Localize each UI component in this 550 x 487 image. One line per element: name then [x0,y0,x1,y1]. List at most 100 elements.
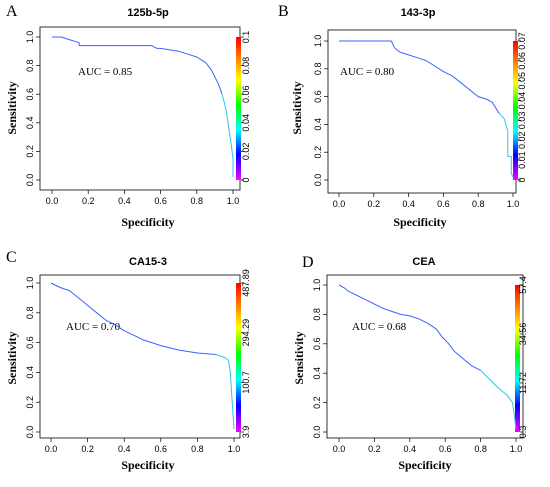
panel-letter: B [278,3,289,20]
x-tick-label: 0.0 [45,444,58,454]
y-tick-label: 1.0 [312,279,322,292]
colorbar-tick-label: 0.1 [241,31,251,44]
roc-curve-tail [221,94,234,178]
panel-letter: A [6,3,18,20]
y-axis-label: Sensitivity [290,81,304,134]
auc-annotation: AUC = 0.68 [352,321,407,333]
x-axis-label: Specificity [398,458,451,472]
y-tick-label: 0.6 [313,90,323,103]
auc-annotation: AUC = 0.70 [66,321,121,333]
x-tick-label: 1.0 [227,196,240,206]
colorbar-tick-label: 294.29 [241,319,251,347]
y-tick-label: 0.0 [25,174,35,187]
colorbar [513,41,518,180]
roc-curve-tail [215,354,235,430]
auc-annotation: AUC = 0.80 [340,66,395,78]
x-tick-label: 0.6 [154,196,167,206]
roc-curve-tail [480,369,517,430]
colorbar-tick-label: 0.03 [517,112,527,130]
y-tick-label: 0.6 [25,336,35,349]
plot-frame [326,274,524,439]
x-tick-label: 0.2 [368,199,381,209]
x-tick-label: 0.2 [81,444,94,454]
x-tick-label: 0.8 [474,444,487,454]
colorbar-tick-label: 100.7 [241,371,251,394]
roc-curve [50,282,216,355]
y-tick-label: 0.8 [25,59,35,72]
x-tick-label: 0.4 [402,199,415,209]
panel-title: 143-3p [401,7,436,19]
x-tick-label: 0.0 [333,444,346,454]
roc-panel-b: B 143-3p 0.0 0.2 0.4 0.6 0.8 1.0 0.0 0.2 0.4 0.6 0.8… [278,3,527,229]
auc-annotation: AUC = 0.85 [78,66,133,78]
x-tick-label: 0.0 [46,196,59,206]
colorbar-tick-label: 0.08 [241,57,251,75]
colorbar-tick-label: 487.89 [241,269,251,297]
plot-frame [39,26,241,191]
y-tick-label: 0.8 [312,308,322,321]
plot-frame [327,29,517,194]
x-tick-label: 0.8 [191,196,204,206]
y-tick-label: 0.6 [312,338,322,351]
y-tick-label: 1.0 [25,31,35,44]
colorbar-tick-label: 0.04 [517,92,527,110]
y-tick-label: 0.8 [25,307,35,320]
y-axis-label: Sensitivity [5,331,19,384]
x-tick-label: 0.8 [472,199,485,209]
colorbar-tick-label: 0.05 [517,72,527,90]
colorbar-tick-label: 0.02 [517,132,527,150]
colorbar-tick-label: 0.01 [517,151,527,169]
roc-panel-a: A 125b-5p 0.0 0.2 0.4 0.6 0.8 1.0 0.0 0.2 0.4 0.6 0.… [5,3,251,229]
y-tick-label: 0.2 [313,146,323,159]
y-tick-label: 0.2 [25,145,35,158]
x-tick-label: 0.6 [437,199,450,209]
roc-curve [339,40,500,114]
x-tick-label: 1.0 [228,444,241,454]
roc-panel-c: C CA15-3 0.0 0.2 0.4 0.6 0.8 1.0 0.0 0.2 0.4 0.6 0.8… [5,249,251,472]
x-tick-label: 1.0 [510,444,523,454]
y-tick-label: 1.0 [313,35,323,48]
x-axis-label: Specificity [121,215,174,229]
y-tick-label: 0.2 [312,396,322,409]
y-tick-label: 0.2 [25,396,35,409]
roc-curve [338,284,481,371]
roc-panel-d: D CEA 0.0 0.2 0.4 0.6 0.8 1.0 0.0 0.2 0.4 0.6 0.8 1.0… [292,254,528,472]
y-tick-label: 0.0 [312,426,322,439]
x-axis-label: Specificity [393,215,446,229]
roc-curve [52,36,223,95]
x-axis-label: Specificity [121,458,174,472]
roc-curve-tail [498,112,514,178]
x-tick-label: 0.0 [333,199,346,209]
y-tick-label: 0.4 [312,367,322,380]
x-tick-label: 0.6 [439,444,452,454]
colorbar-tick-label: 0.3 [518,426,528,439]
x-tick-label: 0.2 [368,444,381,454]
x-tick-label: 0.4 [118,444,131,454]
y-tick-label: 0.0 [25,426,35,439]
panel-title: 125b-5p [127,7,169,19]
plot-frame [39,274,241,439]
colorbar-tick-label: 0.02 [241,143,251,161]
y-tick-label: 0.8 [313,63,323,76]
x-tick-label: 0.2 [82,196,95,206]
colorbar-tick-label: 0 [241,177,251,182]
panel-letter: C [6,249,17,266]
colorbar [236,37,241,180]
y-tick-label: 0.0 [313,174,323,187]
y-tick-label: 0.4 [313,118,323,131]
x-tick-label: 0.4 [118,196,131,206]
colorbar-tick-label: 57.4 [518,276,528,294]
colorbar-tick-label: 34.56 [518,323,528,346]
colorbar-tick-label: 0 [517,177,527,182]
colorbar [515,285,520,432]
x-tick-label: 0.6 [155,444,168,454]
colorbar-tick-label: 3.9 [241,426,251,439]
x-tick-label: 1.0 [507,199,520,209]
y-tick-label: 1.0 [25,277,35,290]
y-tick-label: 0.6 [25,88,35,101]
x-tick-label: 0.8 [191,444,204,454]
panel-letter: D [302,254,314,271]
colorbar [236,283,241,432]
colorbar-tick-label: 0.06 [517,52,527,70]
y-tick-label: 0.4 [25,366,35,379]
